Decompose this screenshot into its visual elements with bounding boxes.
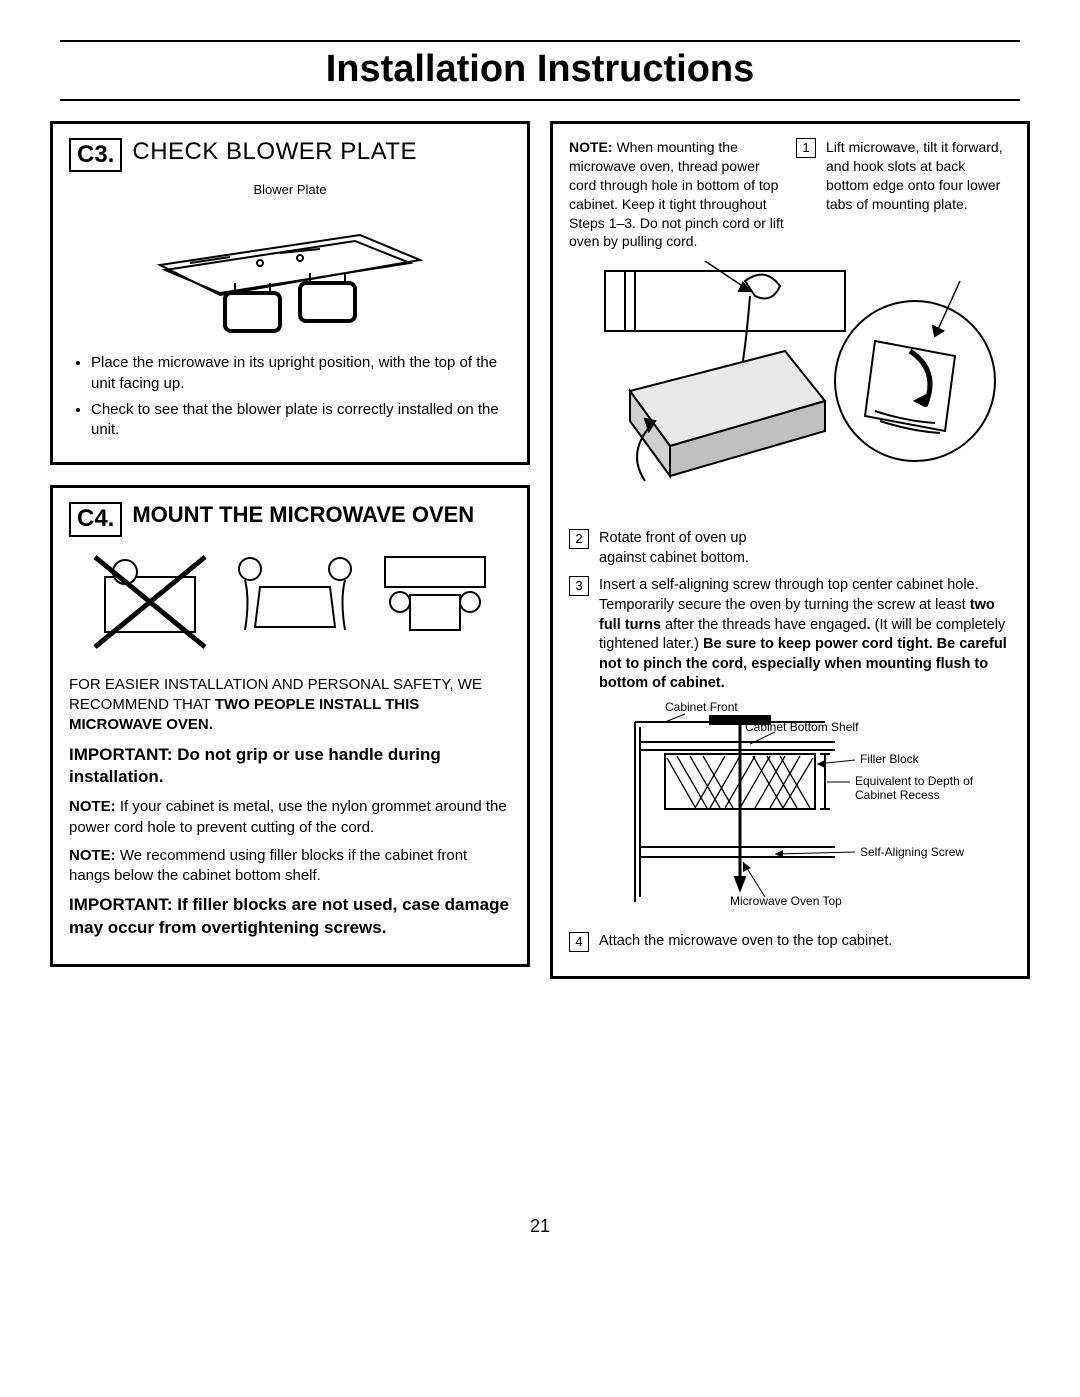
c4-heading: C4. MOUNT THE MICROWAVE OVEN bbox=[69, 502, 511, 536]
panel-c3: C3. CHECK BLOWER PLATE Blower Plate bbox=[50, 121, 530, 465]
c4-note-metal: NOTE: If your cabinet is metal, use the … bbox=[69, 797, 511, 838]
c3-heading: C3. CHECK BLOWER PLATE bbox=[69, 138, 511, 172]
c4-title: MOUNT THE MICROWAVE OVEN bbox=[132, 502, 474, 528]
c4-safety: FOR EASIER INSTALLATION AND PERSONAL SAF… bbox=[69, 675, 511, 736]
cross-section-svg bbox=[575, 702, 1005, 922]
step1-block: 1 Lift microwave, tilt it forward, and h… bbox=[796, 138, 1011, 251]
step3-text: Insert a self-aligning screw through top… bbox=[599, 576, 1011, 693]
step4-num: 4 bbox=[569, 932, 589, 952]
step2-block: 2 Rotate front of oven up against cabine… bbox=[569, 529, 769, 568]
mount-note: NOTE: When mounting the microwave oven, … bbox=[569, 138, 784, 251]
label-microwave-oven-top: Microwave Oven Top bbox=[730, 894, 842, 908]
step1-num: 1 bbox=[796, 138, 816, 158]
c3-bullet-2: Check to see that the blower plate is co… bbox=[91, 400, 511, 441]
label-cabinet-bottom-shelf: Cabinet Bottom Shelf bbox=[745, 720, 858, 734]
blower-plate-figure bbox=[140, 205, 440, 345]
panel-right: NOTE: When mounting the microwave oven, … bbox=[550, 121, 1030, 979]
step3-c: after the threads have engaged bbox=[661, 617, 867, 633]
label-equiv-depth: Equivalent to Depth of Cabinet Recess bbox=[855, 774, 985, 803]
page-number: 21 bbox=[0, 1216, 1080, 1237]
content-columns: C3. CHECK BLOWER PLATE Blower Plate bbox=[50, 121, 1030, 979]
step4-block: 4 Attach the microwave oven to the top c… bbox=[569, 932, 1011, 952]
panel-c4: C4. MOUNT THE MICROWAVE OVEN bbox=[50, 485, 530, 967]
mount-note-text: When mounting the microwave oven, thread… bbox=[569, 139, 784, 249]
c4-important-2: IMPORTANT: If filler blocks are not used… bbox=[69, 894, 511, 940]
step3-a: Insert a self-aligning screw through top… bbox=[599, 577, 979, 613]
c4-note-filler: NOTE: We recommend using filler blocks i… bbox=[69, 846, 511, 887]
page-title: Installation Instructions bbox=[60, 40, 1020, 101]
step2-num: 2 bbox=[569, 529, 589, 549]
label-self-aligning-screw: Self-Aligning Screw bbox=[860, 845, 964, 859]
step1-text: Lift microwave, tilt it forward, and hoo… bbox=[826, 138, 1011, 251]
step4-text: Attach the microwave oven to the top cab… bbox=[599, 932, 892, 952]
step2-text: Rotate front of oven up against cabinet … bbox=[599, 529, 769, 568]
blower-plate-label: Blower Plate bbox=[69, 182, 511, 197]
mounting-figure bbox=[575, 261, 1005, 521]
c3-bullet-1: Place the microwave in its upright posit… bbox=[91, 353, 511, 394]
cross-section-figure: Cabinet Front Cabinet Bottom Shelf Fille… bbox=[575, 702, 1005, 922]
left-column: C3. CHECK BLOWER PLATE Blower Plate bbox=[50, 121, 530, 979]
right-column: NOTE: When mounting the microwave oven, … bbox=[550, 121, 1030, 979]
c4-note-metal-label: NOTE: bbox=[69, 798, 116, 815]
mount-note-label: NOTE: bbox=[569, 139, 613, 155]
c4-tag: C4. bbox=[69, 502, 122, 536]
label-cabinet-front: Cabinet Front bbox=[665, 700, 738, 714]
step3-block: 3 Insert a self-aligning screw through t… bbox=[569, 576, 1011, 693]
c3-bullets: Place the microwave in its upright posit… bbox=[69, 353, 511, 440]
two-people-figure bbox=[85, 547, 495, 667]
c4-note-filler-label: NOTE: bbox=[69, 847, 116, 864]
c3-title: CHECK BLOWER PLATE bbox=[132, 138, 417, 167]
note-and-step1: NOTE: When mounting the microwave oven, … bbox=[569, 138, 1011, 251]
c4-note-filler-text: We recommend using filler blocks if the … bbox=[69, 847, 467, 884]
c4-note-metal-text: If your cabinet is metal, use the nylon … bbox=[69, 798, 507, 835]
step3-num: 3 bbox=[569, 576, 589, 596]
c3-tag: C3. bbox=[69, 138, 122, 172]
c4-important-1: IMPORTANT: Do not grip or use handle dur… bbox=[69, 744, 511, 790]
label-filler-block: Filler Block bbox=[860, 752, 919, 766]
